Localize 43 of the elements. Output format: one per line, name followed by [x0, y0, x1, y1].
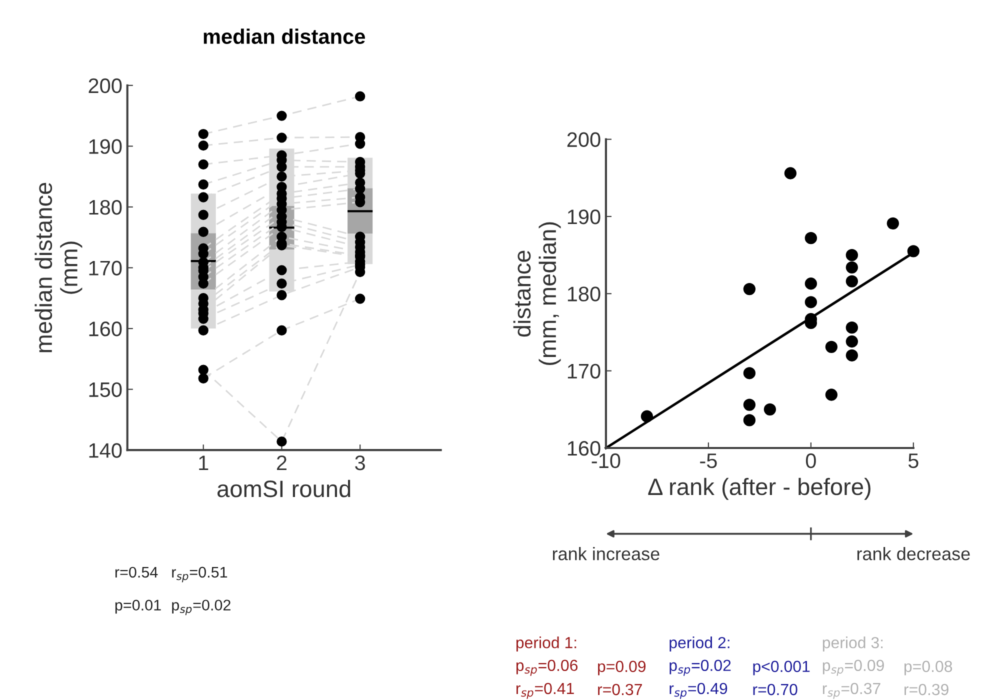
text: p$_{sp}$=0.02 — [670, 660, 731, 676]
text: r$_{sp}$=0.49 — [670, 682, 728, 699]
y-tick-label: 160 — [89, 322, 122, 336]
text: p=0.09 — [598, 660, 646, 676]
text: p$_{sp}$=0.09 — [822, 660, 884, 676]
text: r=0.54 — [115, 566, 158, 578]
y-tick-label: 140 — [89, 443, 122, 458]
y-axis-title: distance (mm, median) — [513, 222, 561, 365]
text: period 1: — [516, 636, 576, 652]
text: r$_{sp}$=0.37 — [822, 682, 880, 699]
x-tick-label: 3 — [355, 456, 365, 470]
text: r$_{sp}$=0.41 — [516, 682, 574, 699]
text: r=0.70 — [753, 684, 798, 696]
y-tick-label: 170 — [89, 260, 122, 276]
text: period 3: — [822, 636, 883, 652]
chart-title: median distance — [204, 28, 365, 44]
x-tick-label: 1 — [199, 456, 208, 470]
text: r$_{sp}$=0.51 — [172, 566, 228, 582]
y-tick-label: 200 — [88, 78, 122, 94]
text: p=0.01 — [115, 600, 161, 614]
x-axis-title: Δ rank (after - before) — [648, 478, 870, 500]
text: rank increase — [552, 547, 660, 560]
x-tick-label: 2 — [276, 456, 286, 470]
y-tick-label: 190 — [568, 209, 600, 224]
text: rank decrease — [857, 547, 970, 560]
x-tick-label: 0 — [806, 453, 816, 468]
y-tick-label: 170 — [568, 364, 600, 379]
text: r=0.39 — [904, 684, 948, 696]
text: p$_{sp}$=0.06 — [516, 660, 578, 676]
y-tick-label: 150 — [89, 382, 122, 398]
x-axis-title: aomSI round — [217, 480, 350, 498]
x-tick-label: -5 — [700, 454, 717, 468]
text: period 2: — [670, 636, 730, 652]
y-tick-label: 180 — [89, 200, 122, 215]
text: p$_{sp}$=0.02 — [172, 600, 230, 616]
y-axis-title: median distance (mm) — [34, 182, 82, 352]
text: p<0.001 — [753, 660, 810, 676]
x-tick-label: 5 — [908, 454, 918, 468]
text: p=0.08 — [904, 660, 952, 676]
y-tick-label: 190 — [89, 139, 122, 154]
y-tick-label: 180 — [568, 286, 600, 302]
y-tick-label: 200 — [567, 132, 600, 148]
text: r=0.37 — [598, 684, 642, 696]
